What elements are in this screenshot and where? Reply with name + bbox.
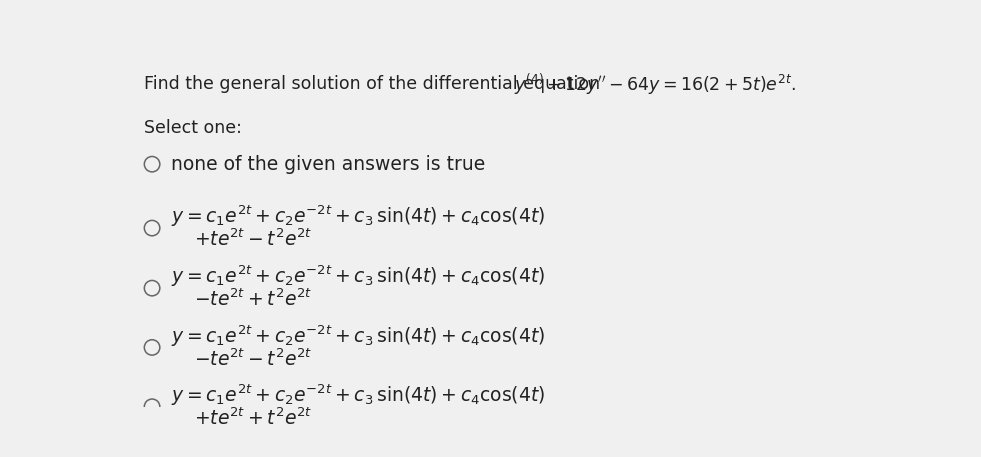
Text: none of the given answers is true: none of the given answers is true (171, 154, 485, 174)
Text: $y^{(4)} + 12y'' - 64y = 16(2 + 5t)e^{2t}.$: $y^{(4)} + 12y'' - 64y = 16(2 + 5t)e^{2t… (514, 71, 797, 97)
Text: $y = c_1e^{2t} + c_2e^{-2t} + c_3\,\sin(4t) + c_4\cos(4t)$: $y = c_1e^{2t} + c_2e^{-2t} + c_3\,\sin(… (171, 383, 544, 408)
Text: Find the general solution of the differential equation: Find the general solution of the differe… (144, 75, 600, 93)
Text: $y = c_1e^{2t} + c_2e^{-2t} + c_3\,\sin(4t) + c_4\cos(4t)$: $y = c_1e^{2t} + c_2e^{-2t} + c_3\,\sin(… (171, 264, 544, 289)
Text: $-te^{2t} - t^2e^{2t}$: $-te^{2t} - t^2e^{2t}$ (194, 348, 312, 370)
Text: $y = c_1e^{2t} + c_2e^{-2t} + c_3\,\sin(4t) + c_4\cos(4t)$: $y = c_1e^{2t} + c_2e^{-2t} + c_3\,\sin(… (171, 323, 544, 349)
Text: $-te^{2t} + t^2e^{2t}$: $-te^{2t} + t^2e^{2t}$ (194, 289, 312, 310)
Text: Select one:: Select one: (144, 119, 242, 137)
Text: $+te^{2t} + t^2e^{2t}$: $+te^{2t} + t^2e^{2t}$ (194, 408, 312, 429)
Text: $+te^{2t} - t^2e^{2t}$: $+te^{2t} - t^2e^{2t}$ (194, 229, 312, 250)
Text: $y = c_1e^{2t} + c_2e^{-2t} + c_3\,\sin(4t) + c_4\cos(4t)$: $y = c_1e^{2t} + c_2e^{-2t} + c_3\,\sin(… (171, 204, 544, 229)
